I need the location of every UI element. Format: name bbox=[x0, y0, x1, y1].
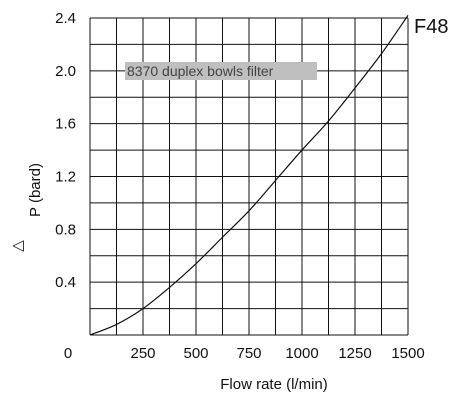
x-axis-ticks: 250 500 750 1000 1250 1500 bbox=[130, 345, 424, 362]
x-axis-label: Flow rate (l/min) bbox=[220, 376, 328, 393]
y-tick-label: 2.0 bbox=[55, 63, 76, 80]
y-tick-label: 0.8 bbox=[55, 221, 76, 238]
x-tick-label: 1000 bbox=[285, 345, 318, 362]
y-tick-label: 2.4 bbox=[55, 10, 76, 27]
y-axis-label-group: P (bard) bbox=[27, 163, 44, 217]
x-tick-label: 1250 bbox=[338, 345, 371, 362]
y-tick-label: 1.6 bbox=[55, 116, 76, 133]
delta-symbol: △ bbox=[9, 240, 26, 252]
plot-area bbox=[89, 15, 409, 336]
chart-annotation: 8370 duplex bowls filter bbox=[127, 63, 274, 79]
y-axis-ticks: 0.4 0.8 1.2 1.6 2.0 2.4 bbox=[55, 10, 76, 291]
origin-label: 0 bbox=[64, 345, 72, 362]
x-tick-label: 1500 bbox=[391, 345, 424, 362]
chart-title: F48 bbox=[414, 16, 448, 38]
y-tick-label: 1.2 bbox=[55, 169, 76, 186]
annotation-background bbox=[125, 62, 317, 80]
pressure-drop-curve bbox=[89, 15, 409, 336]
x-tick-label: 500 bbox=[183, 345, 208, 362]
y-axis-label: P (bard) bbox=[27, 163, 44, 217]
x-tick-label: 250 bbox=[130, 345, 155, 362]
y-tick-label: 0.4 bbox=[55, 274, 76, 291]
x-tick-label: 750 bbox=[236, 345, 261, 362]
